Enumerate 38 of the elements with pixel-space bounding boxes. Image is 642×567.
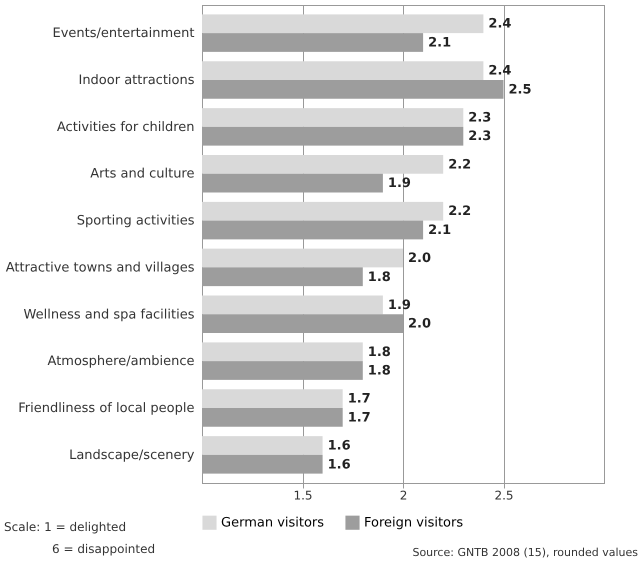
data-label: 2.1	[428, 222, 452, 238]
data-label: 2.0	[408, 251, 432, 266]
data-label: 2.2	[448, 204, 472, 220]
data-label: 1.6	[328, 438, 351, 454]
data-label: 1.7	[348, 392, 371, 407]
data-label: 2.1	[428, 35, 452, 50]
data-label: 1.6	[328, 457, 351, 472]
data-label: 1.7	[348, 410, 371, 426]
data-label: 2.4	[488, 16, 512, 32]
legend-label: Foreign visitors	[364, 516, 464, 531]
data-label: 2.0	[408, 316, 432, 332]
y-tick-label: Sporting activities	[76, 214, 195, 229]
x-tick-label: 1.5	[293, 488, 313, 502]
x-tick-label: 2.5	[494, 488, 514, 502]
y-tick-label: Wellness and spa facilities	[24, 307, 195, 322]
legend-label: German visitors	[221, 516, 324, 531]
data-label: 2.5	[508, 82, 532, 98]
y-tick-label: Activities for children	[56, 120, 194, 135]
data-label: 1.9	[388, 298, 411, 313]
data-label: 2.2	[448, 157, 472, 172]
x-tick-label: 2	[400, 488, 408, 502]
y-tick-label: Arts and culture	[90, 166, 194, 182]
data-label: 1.9	[388, 176, 411, 192]
data-label: 2.3	[468, 129, 492, 144]
data-label: 1.8	[368, 364, 391, 379]
y-tick-label: Indoor attractions	[78, 72, 195, 88]
y-tick-label: Atmosphere/ambience	[48, 354, 194, 370]
y-tick-label: Attractive towns and villages	[6, 260, 195, 276]
data-label: 1.8	[368, 344, 391, 360]
text: Scale: 1 = delighted	[4, 520, 126, 534]
y-tick-label: Landscape/scenery	[69, 448, 195, 463]
data-label: 2.3	[468, 110, 492, 126]
data-label: 2.4	[488, 64, 512, 79]
y-tick-label: Friendliness of local people	[18, 401, 194, 416]
y-tick-label: Events/entertainment	[52, 26, 194, 42]
data-label: 1.8	[368, 270, 391, 285]
text: 6 = disappointed	[52, 542, 156, 556]
source-note: Source: GNTB 2008 (15), rounded values	[412, 546, 638, 559]
